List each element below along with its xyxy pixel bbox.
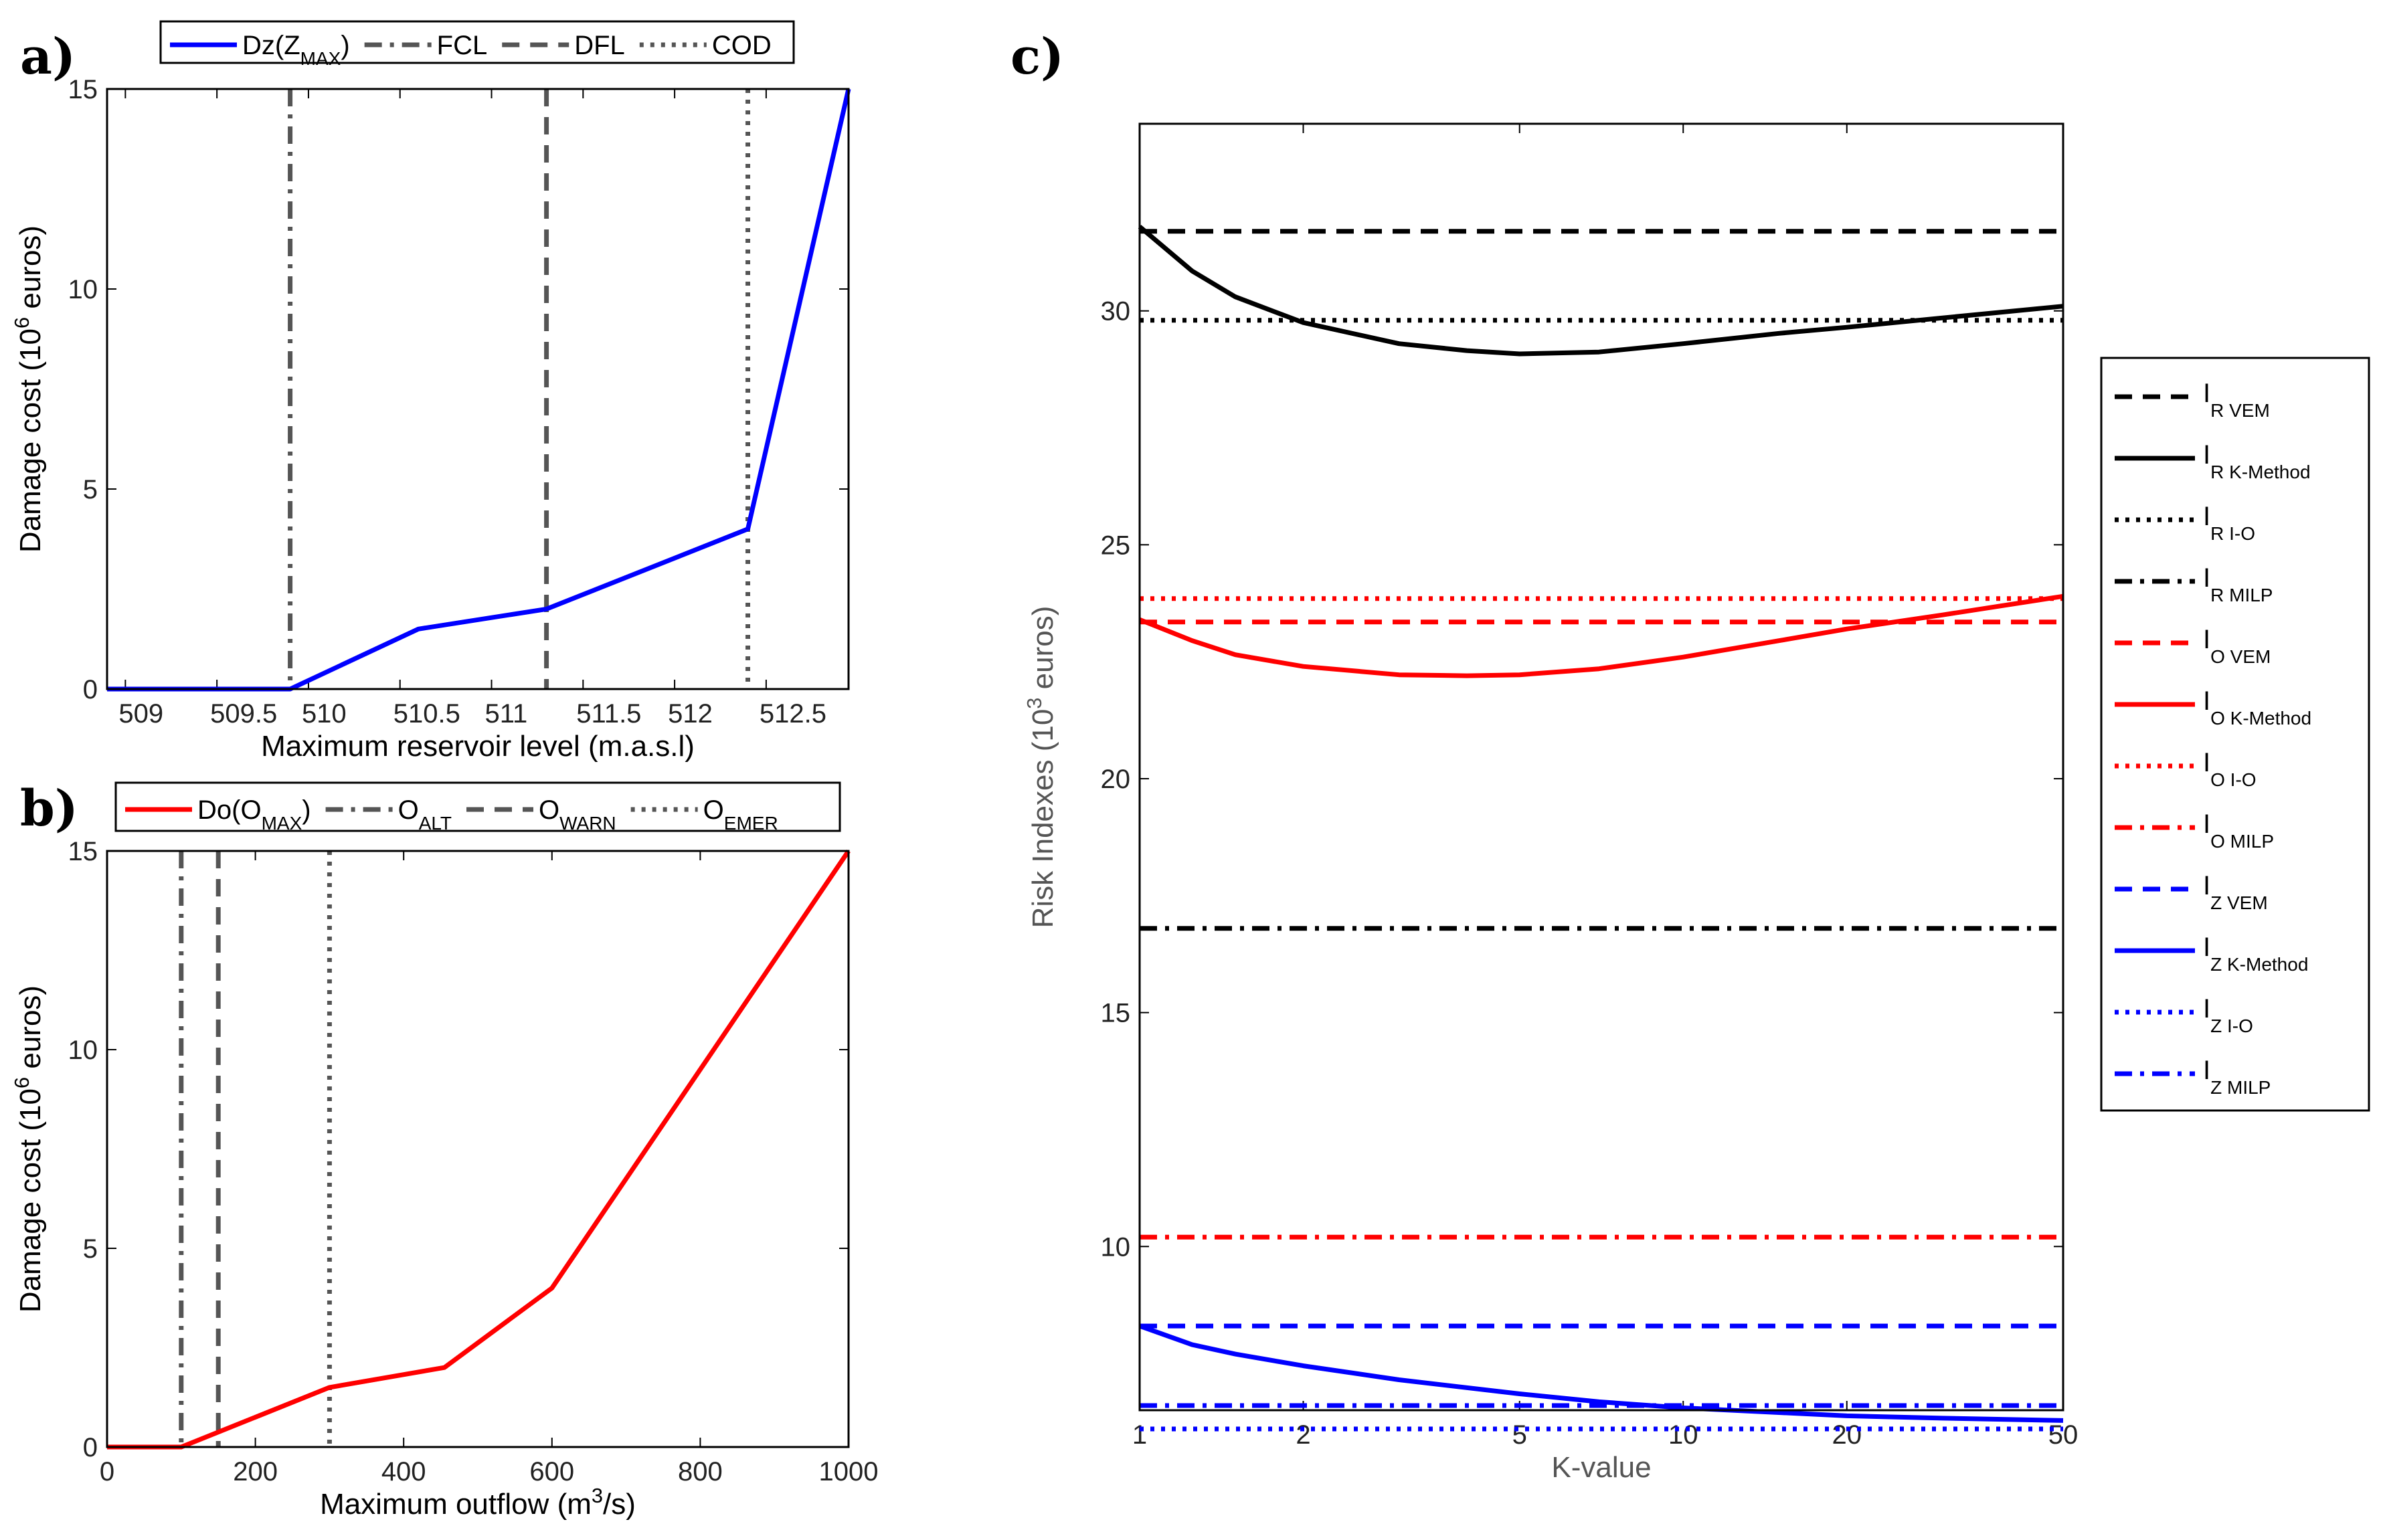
legend-label: IR MILP bbox=[2203, 563, 2273, 605]
y-tick-label: 30 bbox=[1101, 297, 1131, 326]
x-tick-label: 512.5 bbox=[760, 699, 826, 729]
x-tick-label: 2 bbox=[1296, 1420, 1310, 1450]
y-tick-label: 5 bbox=[83, 475, 98, 504]
y-tick-label: 25 bbox=[1101, 531, 1131, 560]
x-tick-label: 510 bbox=[302, 699, 347, 729]
legend-label: COD bbox=[712, 31, 772, 60]
x-tick-label: 512 bbox=[668, 699, 713, 729]
x-tick-label: 509.5 bbox=[210, 699, 277, 729]
x-tick-label: 509 bbox=[118, 699, 163, 729]
legend-label: Do(OMAX) bbox=[197, 795, 311, 834]
legend: Dz(ZMAX) FCL DFL COD bbox=[159, 20, 795, 69]
y-tick-label: 20 bbox=[1101, 765, 1131, 794]
x-tick-label: 510.5 bbox=[393, 699, 460, 729]
x-tick-label: 200 bbox=[233, 1457, 278, 1486]
x-axis-label: K-value bbox=[1551, 1451, 1651, 1484]
legend-label: Dz(ZMAX) bbox=[242, 31, 350, 69]
x-tick-label: 10 bbox=[1668, 1420, 1698, 1450]
x-tick-label: 800 bbox=[678, 1457, 723, 1486]
series-line bbox=[1138, 593, 2064, 678]
legend: IR VEM IR K-Method IR I-O IR MILP IO VEM IO K… bbox=[2100, 357, 2370, 1112]
legend-label: IR K-Method bbox=[2203, 440, 2311, 482]
y-tick-label: 15 bbox=[68, 837, 98, 866]
y-tick-label: 10 bbox=[68, 275, 98, 304]
legend-label: OALT bbox=[398, 795, 452, 834]
legend-label: OWARN bbox=[539, 795, 616, 834]
legend: Do(OMAX) OALT OWARN OEMER bbox=[114, 781, 841, 834]
y-axis-label: Damage cost (106 euros) bbox=[10, 985, 48, 1313]
legend-label: IZ I-O bbox=[2203, 994, 2253, 1036]
series-line bbox=[1138, 225, 2064, 357]
y-tick-label: 0 bbox=[83, 675, 98, 704]
legend-label: IZ K-Method bbox=[2203, 933, 2308, 975]
legend-label: IR VEM bbox=[2203, 379, 2270, 421]
x-tick-label: 1000 bbox=[819, 1457, 879, 1486]
y-tick-label: 10 bbox=[1101, 1232, 1131, 1262]
legend-label: IO VEM bbox=[2203, 625, 2271, 667]
x-tick-label: 400 bbox=[381, 1457, 426, 1486]
series-line bbox=[1138, 1323, 2064, 1423]
x-tick-label: 600 bbox=[529, 1457, 574, 1486]
legend-label: OEMER bbox=[703, 795, 778, 834]
y-axis-label: Risk Indexes (103 euros) bbox=[1023, 606, 1060, 929]
y-tick-label: 5 bbox=[83, 1234, 98, 1264]
legend-label: IR I-O bbox=[2203, 502, 2255, 544]
legend-label: IO K-Method bbox=[2203, 686, 2311, 729]
legend-label: DFL bbox=[574, 31, 625, 60]
legend-label: IO I-O bbox=[2203, 748, 2257, 790]
x-tick-label: 5 bbox=[1512, 1420, 1527, 1450]
legend-label: FCL bbox=[437, 31, 488, 60]
x-tick-label: 50 bbox=[2048, 1420, 2079, 1450]
x-tick-label: 20 bbox=[1832, 1420, 1862, 1450]
x-tick-label: 511.5 bbox=[576, 699, 641, 729]
plot-frame bbox=[106, 88, 850, 690]
panel-label: b) bbox=[20, 780, 78, 838]
plot-frame bbox=[106, 850, 850, 1448]
panel-label: a) bbox=[20, 28, 76, 86]
x-tick-label: 511 bbox=[485, 699, 528, 729]
legend-label: IZ MILP bbox=[2203, 1056, 2271, 1098]
chart-panel-2: b) 0 5 10 15 0 200 400 600 800 1000 Maximum outflow… bbox=[10, 780, 879, 1521]
y-axis-label: Damage cost (106 euros) bbox=[10, 225, 48, 553]
x-tick-label: 0 bbox=[100, 1457, 114, 1486]
series-line bbox=[107, 88, 851, 692]
x-axis-label: Maximum reservoir level (m.a.s.l) bbox=[261, 730, 695, 763]
legend-label: IO MILP bbox=[2203, 809, 2274, 852]
plot-frame bbox=[1138, 122, 2064, 1412]
y-tick-label: 10 bbox=[68, 1036, 98, 1065]
x-axis-label: Maximum outflow (m3/s) bbox=[320, 1484, 636, 1521]
y-tick-label: 0 bbox=[83, 1433, 98, 1462]
legend-label: IZ VEM bbox=[2203, 871, 2268, 913]
x-tick-label: 1 bbox=[1132, 1420, 1147, 1450]
panel-label: c) bbox=[1010, 28, 1064, 86]
y-tick-label: 15 bbox=[1101, 999, 1131, 1028]
y-tick-label: 15 bbox=[68, 75, 98, 104]
